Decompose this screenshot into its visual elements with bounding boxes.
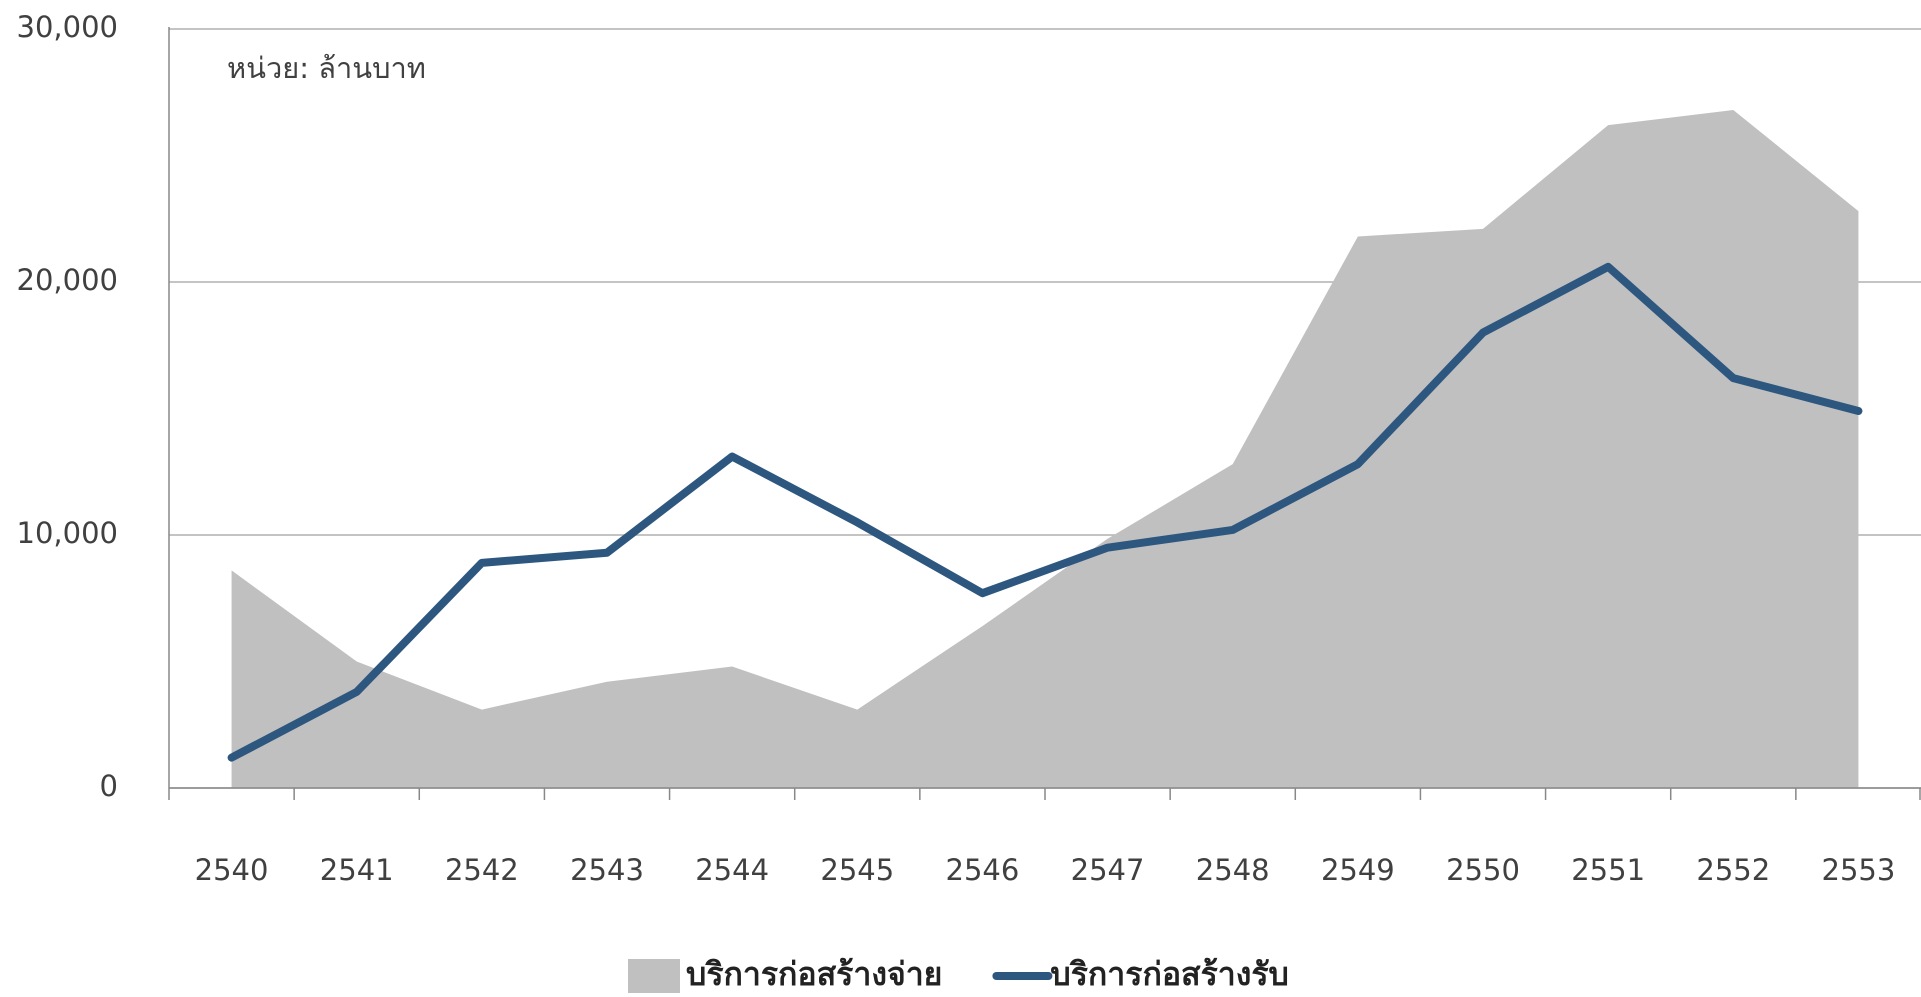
y-tick-label: 20,000 bbox=[17, 263, 118, 297]
x-tick-label: 2552 bbox=[1696, 853, 1770, 887]
y-tick-label: 10,000 bbox=[17, 516, 118, 550]
x-tick-label: 2553 bbox=[1822, 853, 1896, 887]
area bbox=[231, 109, 1859, 788]
legend-label: บริการก่อสร้างจ่าย bbox=[686, 955, 942, 993]
x-tick-label: 2550 bbox=[1446, 853, 1520, 887]
x-tick-label: 2540 bbox=[195, 853, 269, 887]
x-tick-label: 2551 bbox=[1571, 853, 1645, 887]
line bbox=[227, 262, 1863, 762]
y-tick-label: 30,000 bbox=[17, 10, 118, 44]
x-tick-label: 2542 bbox=[445, 853, 519, 887]
annotation: หน่วย: ล้านบาท bbox=[227, 51, 426, 85]
x-tick-label: 2546 bbox=[946, 853, 1020, 887]
x-tick-label: 2545 bbox=[820, 853, 894, 887]
x-tick-label: 2544 bbox=[695, 853, 769, 887]
x-tick-label: 2548 bbox=[1196, 853, 1270, 887]
x-tick-label: 2549 bbox=[1321, 853, 1395, 887]
legend-label: บริการก่อสร้างรับ bbox=[1050, 955, 1288, 993]
y-tick-label: 0 bbox=[100, 769, 118, 803]
x-tick-label: 2543 bbox=[570, 853, 644, 887]
x-tick-label: 2547 bbox=[1071, 853, 1145, 887]
x-tick-label: 2541 bbox=[320, 853, 394, 887]
legend-swatch bbox=[628, 959, 680, 993]
